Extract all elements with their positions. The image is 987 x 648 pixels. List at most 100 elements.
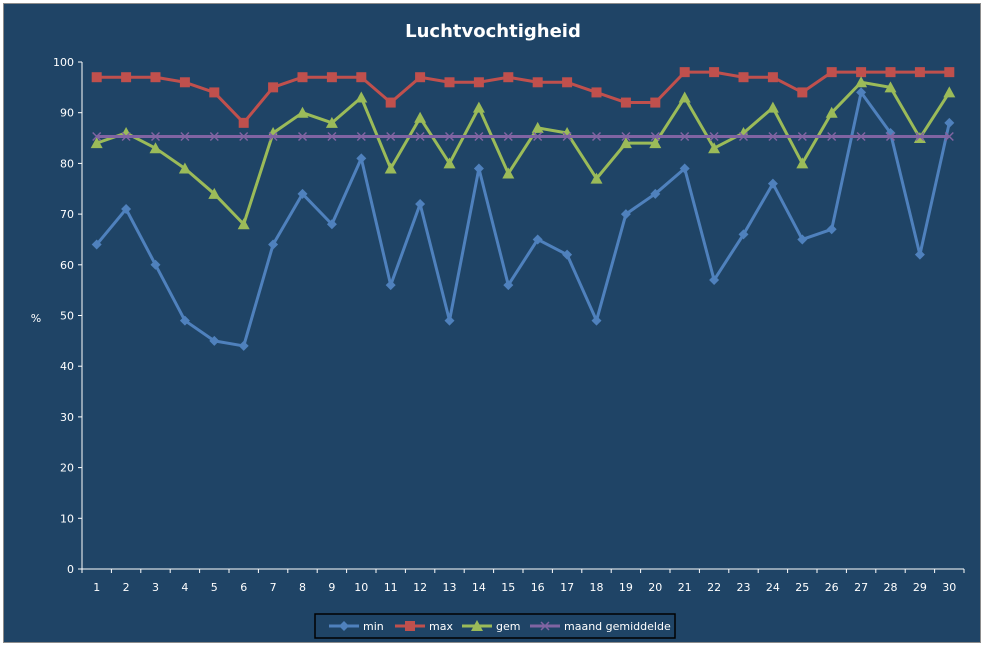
legend-label: gem [496,620,520,633]
x-tick-label: 17 [560,581,574,594]
x-tick-label: 18 [590,581,604,594]
data-point-gem [766,101,779,113]
data-point-max [944,67,955,78]
data-point-maand-gemiddelde [297,131,308,142]
x-tick-label: 19 [619,581,633,594]
data-point-min [826,224,837,235]
series-line-gem [96,80,951,226]
x-tick-label: 21 [678,581,692,594]
data-point-gem [149,142,162,154]
series-maand-gemiddelde [92,131,954,142]
y-axis-title: % [31,312,41,325]
y-tick-label: 100 [53,56,74,69]
data-point-min [385,280,396,291]
data-point-maand-gemiddelde [327,131,337,142]
data-point-max [885,67,896,78]
data-point-maand-gemiddelde [768,131,778,142]
series-layer [90,67,956,351]
data-point-max [856,67,867,78]
data-point-maand-gemiddelde [180,131,190,142]
data-point-max [620,97,631,108]
x-tick-label: 7 [270,581,277,594]
data-point-maand-gemiddelde [268,131,278,142]
data-point-max [562,77,573,88]
data-point-maand-gemiddelde [533,131,543,142]
x-tick-label: 6 [240,581,247,594]
series-min [91,87,955,351]
x-tick-label: 2 [123,581,130,594]
data-point-max [767,72,778,83]
y-tick-label: 0 [67,563,74,576]
legend-item-max: max [395,620,453,633]
data-point-maand-gemiddelde [885,131,896,142]
data-point-gem [90,137,103,149]
data-point-min [591,315,602,326]
data-point-maand-gemiddelde [915,131,925,142]
data-point-min [562,249,573,260]
data-point-max [503,72,514,83]
data-point-maand-gemiddelde [121,131,131,142]
data-point-max [385,97,396,108]
x-tick-label: 4 [181,581,188,594]
data-point-min [473,163,484,174]
data-point-max [415,72,426,83]
data-point-min [709,275,720,286]
data-point-min [209,335,220,346]
line-chart: Luchtvochtigheid % 0 10 20 30 40 50 60 70 80 90 10… [31,21,965,639]
y-tick-label: 70 [60,208,74,221]
data-point-maand-gemiddelde [621,131,631,142]
data-point-max [650,97,661,108]
data-point-maand-gemiddelde [150,131,161,142]
x-tick-label: 16 [531,581,545,594]
data-point-gem [325,116,338,128]
series-line-min [95,90,951,348]
legend-box [314,613,676,639]
y-tick-label: 80 [60,157,74,170]
data-point-gem [472,101,485,113]
data-point-min [650,188,661,199]
series-line-max [96,70,950,125]
data-point-max [914,67,925,78]
data-point-gem [384,162,397,174]
data-point-gem [355,91,368,103]
y-tick-label: 10 [60,512,74,525]
data-point-gem [208,187,221,199]
data-point-min [503,280,514,291]
data-point-max [679,67,690,78]
data-point-maand-gemiddelde [503,131,513,142]
data-point-max [532,77,543,88]
y-tick-label: 30 [60,411,74,424]
data-point-max [91,72,102,83]
data-point-gem [178,162,191,174]
legend-marker [405,621,415,631]
data-point-min [268,239,279,250]
chart-frame: Luchtvochtigheid % 0 10 20 30 40 50 60 70 80 90 10… [3,3,981,643]
legend-label: max [429,620,453,633]
data-point-maand-gemiddelde [356,131,366,142]
data-point-maand-gemiddelde [92,131,102,142]
data-point-max [709,67,720,78]
x-tick-label: 29 [913,581,927,594]
data-point-min [679,163,690,174]
data-point-max [268,82,279,93]
x-tick-label: 25 [795,581,809,594]
y-tick-label: 20 [60,462,74,475]
chart-title: Luchtvochtigheid [405,21,581,42]
data-point-max [326,72,337,83]
data-point-min [326,219,337,230]
data-point-min [944,117,955,128]
data-point-gem [825,106,838,118]
data-point-gem [619,137,632,149]
data-point-gem [531,121,544,133]
data-point-min [356,153,367,164]
x-tick-label: 5 [211,581,218,594]
data-point-gem [884,81,897,93]
legend-item-maand-gemiddelde: maand gemiddelde [530,620,671,633]
x-tick-label: 22 [707,581,721,594]
data-point-maand-gemiddelde [680,131,690,142]
data-point-maand-gemiddelde [827,131,837,142]
y-tick-label: 90 [60,107,74,120]
data-point-min [238,340,249,351]
data-point-maand-gemiddelde [415,131,425,142]
